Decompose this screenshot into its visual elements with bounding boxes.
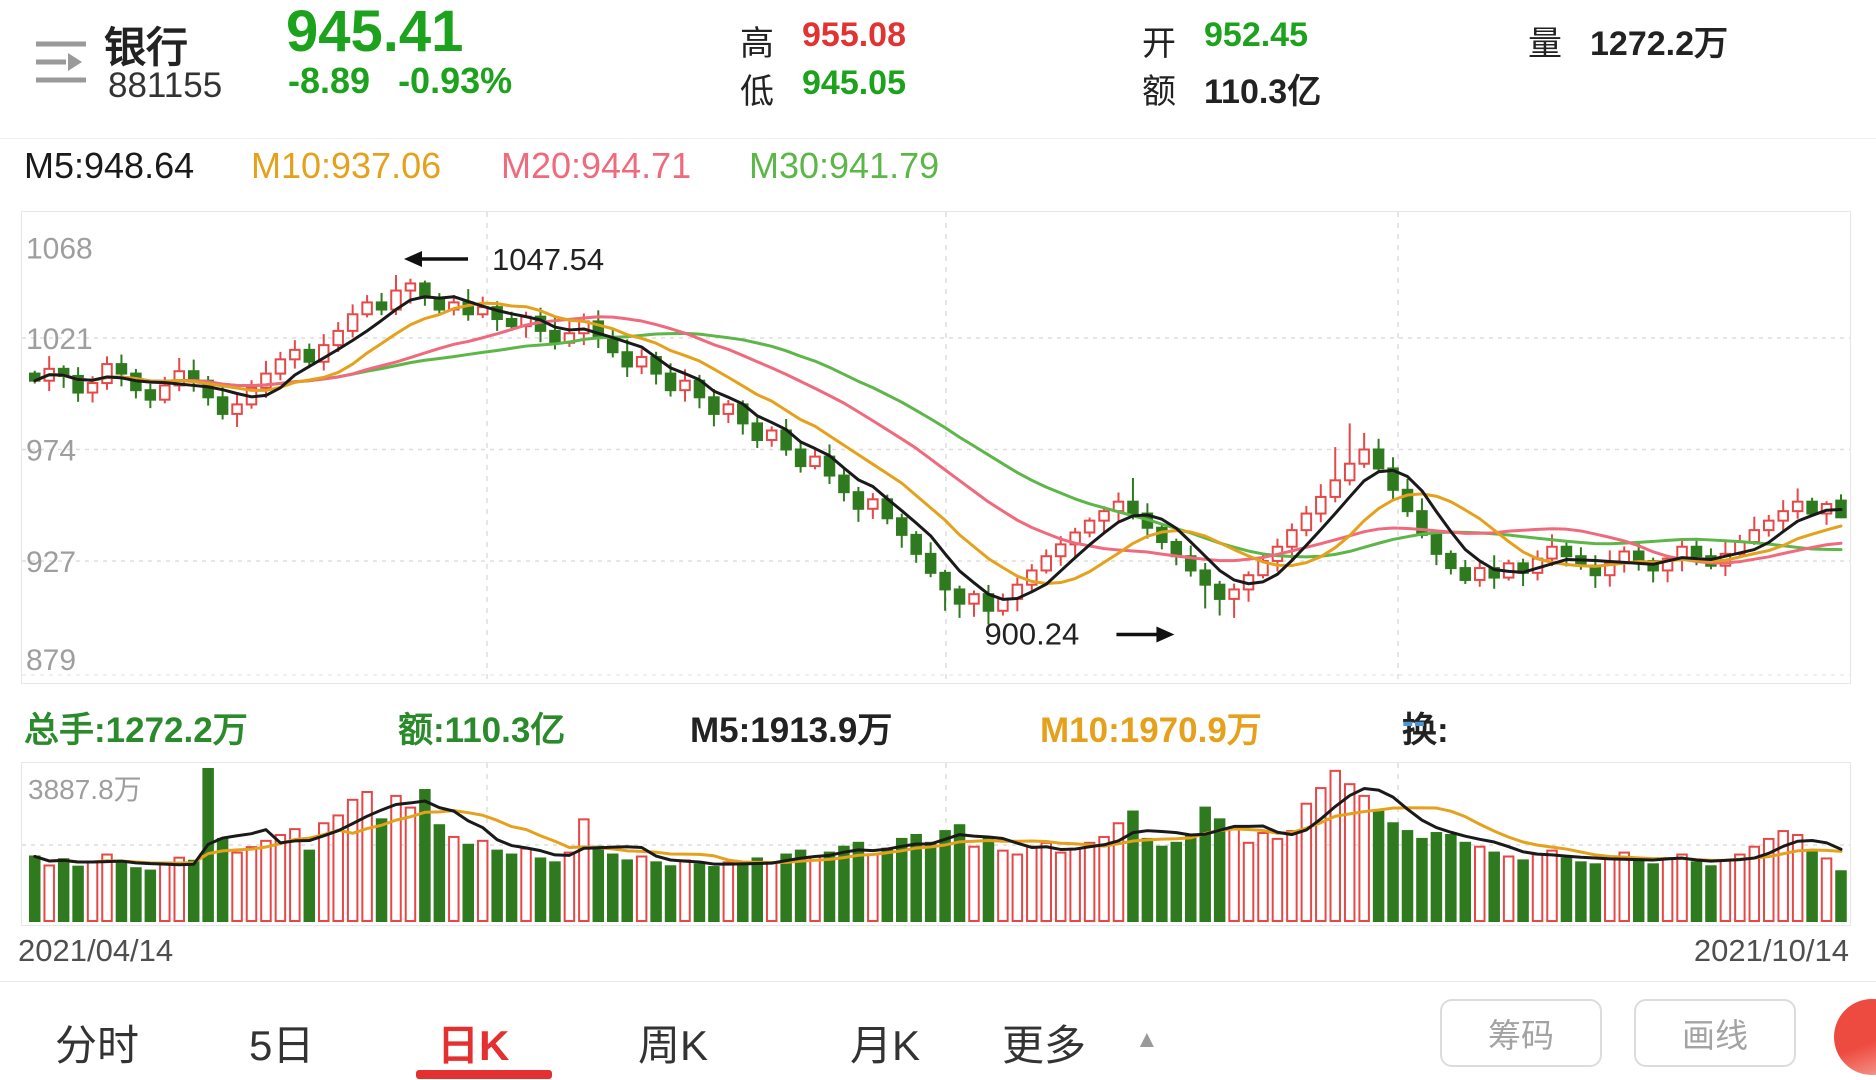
ma20-label: M20:944.71 — [501, 145, 692, 186]
tab-minute[interactable]: 分时 — [55, 1022, 140, 1069]
high-label: 高 — [740, 25, 774, 63]
volume-ma5-label: M5:1913.9万 — [690, 711, 893, 750]
last-price: 945.41 — [286, 0, 464, 64]
chips-button[interactable]: 筹码 — [1440, 999, 1602, 1067]
stock-code: 881155 — [108, 66, 223, 105]
record-floating-button[interactable] — [1834, 999, 1876, 1075]
price-change: -8.89 — [288, 60, 371, 101]
svg-text:900.24: 900.24 — [984, 616, 1079, 651]
price-change-row: -8.89 -0.93% — [288, 60, 512, 102]
open-value: 952.45 — [1204, 16, 1308, 54]
tab-five-day[interactable]: 5日 — [249, 1022, 315, 1069]
svg-text:1047.54: 1047.54 — [492, 242, 604, 277]
menu-arrow-icon[interactable] — [34, 38, 92, 88]
volume-chart[interactable]: 3887.8万 — [21, 762, 1851, 926]
low-value: 945.05 — [802, 64, 906, 102]
volume-value: 1272.2万 — [1590, 25, 1728, 63]
volume-header-row: 总手:1272.2万 额:110.3亿 M5:1913.9万 M10:1970.… — [0, 702, 1876, 752]
chevron-up-icon[interactable]: ▲ — [1135, 1026, 1159, 1053]
tab-weekly-k[interactable]: 周K — [638, 1022, 709, 1069]
svg-text:1021: 1021 — [26, 323, 93, 356]
svg-text:927: 927 — [26, 546, 76, 579]
volume-ma10-label: M10:1970.9万 — [1040, 711, 1262, 750]
open-label: 开 — [1142, 25, 1176, 63]
ma5-label: M5:948.64 — [24, 145, 195, 186]
tab-more[interactable]: 更多 — [1002, 1022, 1087, 1069]
draw-line-button[interactable]: 画线 — [1634, 999, 1796, 1067]
end-date-label: 2021/10/14 — [1693, 933, 1849, 968]
candlestick-chart[interactable]: 1047.54 900.24 1068 1021 974 927 879 — [21, 211, 1851, 684]
svg-text:3887.8万: 3887.8万 — [28, 774, 142, 805]
ma30-label: M30:941.79 — [749, 145, 940, 186]
total-volume-label: 总手:1272.2万 — [24, 711, 248, 750]
total-amount-label: 额:110.3亿 — [398, 711, 566, 750]
volume-label: 量 — [1528, 25, 1562, 63]
ma10-label: M10:937.06 — [251, 145, 442, 186]
draw-line-button-label: 画线 — [1682, 1017, 1748, 1054]
low-label: 低 — [740, 73, 774, 111]
svg-text:1068: 1068 — [26, 233, 93, 266]
turnover-value: -- — [1402, 702, 1426, 741]
amount-value: 110.3亿 — [1204, 73, 1322, 111]
chips-button-label: 筹码 — [1488, 1017, 1554, 1054]
svg-text:879: 879 — [26, 644, 76, 677]
amount-label: 额 — [1142, 73, 1176, 111]
start-date-label: 2021/04/14 — [18, 933, 174, 968]
tab-monthly-k[interactable]: 月K — [850, 1022, 921, 1069]
active-tab-underline — [416, 1070, 552, 1079]
stock-name: 银行 — [104, 24, 189, 71]
ma-label-row: M5:948.64 M10:937.06 M20:944.71 M30:941.… — [0, 138, 1876, 186]
tab-daily-k[interactable]: 日K — [437, 1022, 510, 1069]
high-value: 955.08 — [802, 16, 906, 54]
tabbar-divider — [0, 981, 1876, 982]
price-change-pct: -0.93% — [398, 60, 513, 101]
svg-text:974: 974 — [26, 434, 76, 467]
